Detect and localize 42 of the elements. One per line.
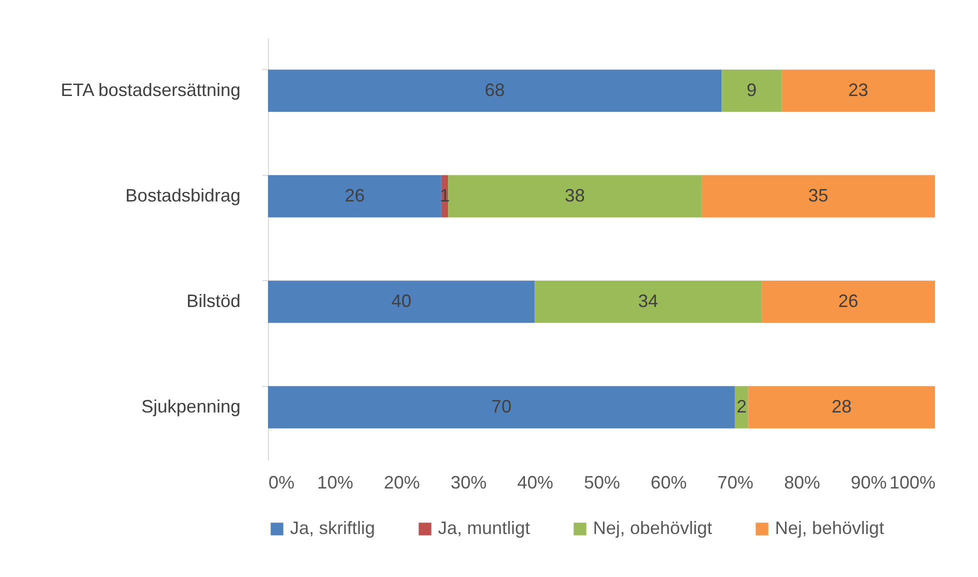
legend-label: Ja, skriftlig [290,518,376,538]
data-label: 34 [638,290,658,311]
y-tick-label: Sjukpenning [141,396,240,416]
data-label: 35 [808,185,828,206]
y-tick-label: Bilstöd [186,290,240,311]
x-tick-label: 50% [584,472,620,492]
data-label: 40 [391,290,412,311]
data-label: 26 [344,185,365,206]
x-tick-label: 20% [384,472,420,492]
bar [534,280,762,323]
x-tick-label: 90% [850,472,887,492]
x-tick-label: 10% [317,472,354,492]
y-tick-label: ETA bostadsersättning [60,80,240,100]
bar [268,386,735,428]
bar [782,70,935,112]
legend-label: Nej, obehövligt [593,518,712,538]
bar [702,175,935,218]
bar [722,70,782,112]
x-tick-label: 80% [784,472,820,492]
data-label: 28 [832,396,852,416]
data-label: 26 [838,290,858,311]
x-tick-label: 100% [889,472,936,492]
x-tick-label: 70% [717,472,754,492]
data-label: 9 [746,80,757,100]
bar [448,175,702,218]
data-label: 23 [848,80,868,100]
bar [748,386,935,428]
legend-label: Ja, muntligt [438,518,530,538]
legend-label: Nej, behövligt [775,518,884,538]
x-tick-label: 30% [450,472,487,492]
y-tick-label: Bostadsbidrag [125,185,240,206]
x-tick-label: 0% [268,472,295,492]
x-tick-label: 40% [517,472,554,492]
bar [762,280,935,323]
x-tick-label: 60% [650,472,687,492]
bar [268,70,722,112]
bar [268,280,535,323]
data-label: 70 [491,396,512,416]
data-label: 38 [564,185,585,206]
bar [268,175,442,218]
data-label: 2 [736,396,747,416]
data-label: 68 [484,80,505,100]
